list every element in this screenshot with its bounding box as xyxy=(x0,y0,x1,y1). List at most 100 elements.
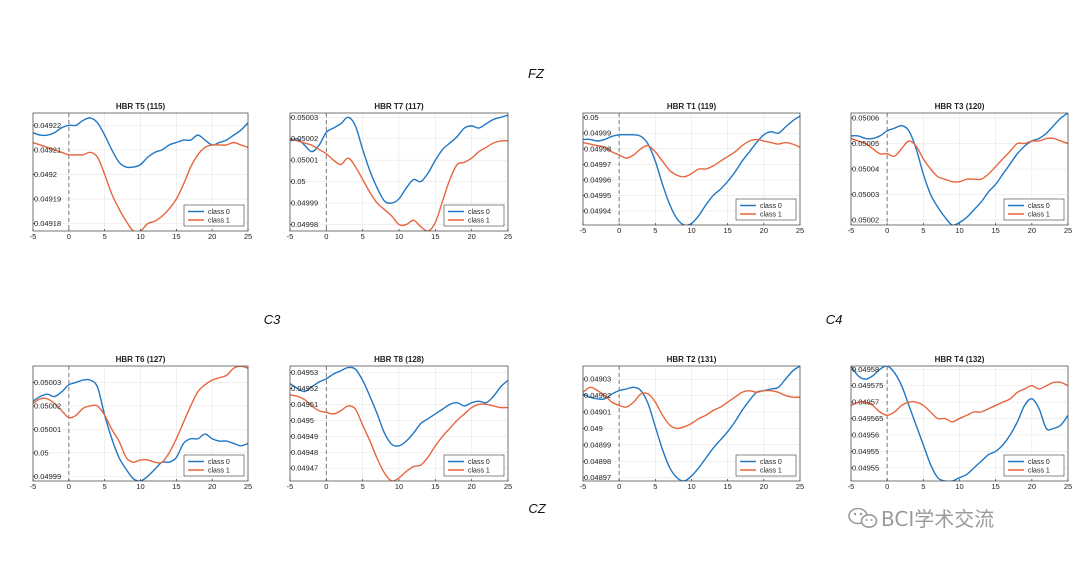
subplot-title: HBR T8 (128) xyxy=(374,355,424,364)
x-tick-label: 15 xyxy=(431,232,439,241)
legend: class 0 class 1 xyxy=(183,454,245,477)
x-tick-label: 5 xyxy=(653,226,657,235)
subplot-4: HBR T3 (120) -5 0 5 10 15 20 25 0.05002 0.05003 0.… xyxy=(848,102,1073,235)
series-line-class-1 xyxy=(33,366,248,464)
x-tick-label: 0 xyxy=(617,482,621,491)
x-tick-label: 20 xyxy=(208,482,216,491)
y-tick-label: 0.05003 xyxy=(291,113,318,122)
y-tick-label: 0.04897 xyxy=(584,473,611,482)
legend-label: class 1 xyxy=(760,468,782,475)
series-line-class-1 xyxy=(851,137,1068,183)
subplot-title: HBR T3 (120) xyxy=(935,102,985,111)
subplot-title: HBR T6 (127) xyxy=(116,355,166,364)
legend-label: class 0 xyxy=(1028,459,1050,466)
x-tick-label: 25 xyxy=(796,482,804,491)
series-line-class-1 xyxy=(851,381,1068,423)
x-tick-label: 15 xyxy=(723,226,731,235)
x-tick-label: 20 xyxy=(1028,482,1036,491)
legend-label: class 0 xyxy=(760,203,782,210)
x-tick-label: -5 xyxy=(30,232,37,241)
legend-label: class 0 xyxy=(468,209,490,216)
y-tick-label: 0.04999 xyxy=(34,472,61,481)
y-tick-label: 0.04999 xyxy=(291,199,318,208)
legend-label: class 0 xyxy=(760,459,782,466)
x-tick-label: 15 xyxy=(723,482,731,491)
x-tick-label: 20 xyxy=(1028,226,1036,235)
x-tick-label: -5 xyxy=(287,482,294,491)
y-tick-label: 0.049 xyxy=(584,424,603,433)
y-tick-label: 0.04995 xyxy=(584,191,611,200)
x-tick-label: 25 xyxy=(1064,226,1072,235)
x-tick-label: 0 xyxy=(324,482,328,491)
series-line-class-1 xyxy=(290,394,508,481)
x-tick-label: 0 xyxy=(885,482,889,491)
y-tick-label: 0.04947 xyxy=(291,464,318,473)
watermark-text: BCI学术交流 xyxy=(881,507,994,531)
subplot-2: HBR T7 (117) -5 0 5 10 15 20 25 0.04998 0.04999 0.… xyxy=(287,102,513,241)
y-tick-label: 0.04998 xyxy=(291,220,318,229)
legend-label: class 0 xyxy=(208,459,230,466)
y-tick-label: 0.04956 xyxy=(852,431,879,440)
y-tick-label: 0.04957 xyxy=(852,398,879,407)
x-tick-label: 0 xyxy=(885,226,889,235)
y-tick-label: 0.04921 xyxy=(34,145,61,154)
legend: class 0 class 1 xyxy=(735,198,797,221)
legend: class 0 class 1 xyxy=(735,454,797,477)
series-line-class-0 xyxy=(33,378,248,481)
x-tick-label: 20 xyxy=(760,482,768,491)
y-tick-label: 0.04922 xyxy=(34,121,61,130)
y-tick-label: 0.04955 xyxy=(852,447,879,456)
x-tick-label: -5 xyxy=(848,482,855,491)
subplot-grid: HBR T5 (115) -5 0 5 10 15 20 25 0.04918 0.04919 0.… xyxy=(30,102,1073,491)
region-label-fz: FZ xyxy=(528,66,545,81)
x-tick-label: 5 xyxy=(103,232,107,241)
x-tick-label: -5 xyxy=(848,226,855,235)
y-tick-label: 0.04898 xyxy=(584,457,611,466)
legend-label: class 0 xyxy=(1028,203,1050,210)
y-tick-label: 0.05004 xyxy=(852,165,879,174)
region-label-c3: C3 xyxy=(264,312,281,327)
series-line-class-0 xyxy=(290,114,508,204)
y-tick-label: 0.04953 xyxy=(291,368,318,377)
y-tick-label: 0.04899 xyxy=(584,440,611,449)
x-tick-label: 10 xyxy=(955,226,963,235)
y-tick-label: 0.04952 xyxy=(291,384,318,393)
x-tick-label: 10 xyxy=(136,482,144,491)
y-tick-label: 0.05002 xyxy=(291,134,318,143)
x-tick-label: 10 xyxy=(136,232,144,241)
y-tick-label: 0.05003 xyxy=(852,190,879,199)
x-tick-label: -5 xyxy=(287,232,294,241)
x-tick-label: 5 xyxy=(103,482,107,491)
y-tick-label: 0.04948 xyxy=(291,448,318,457)
x-tick-label: 20 xyxy=(760,226,768,235)
y-tick-label: 0.04901 xyxy=(584,408,611,417)
subplot-title: HBR T1 (119) xyxy=(667,102,717,111)
legend-label: class 1 xyxy=(1028,468,1050,475)
watermark: BCI学术交流 xyxy=(848,507,994,531)
x-tick-label: 20 xyxy=(467,482,475,491)
x-tick-label: 25 xyxy=(244,232,252,241)
legend-label: class 1 xyxy=(468,468,490,475)
y-tick-label: 0.04955 xyxy=(852,463,879,472)
legend-label: class 1 xyxy=(208,218,230,225)
x-tick-label: 10 xyxy=(395,482,403,491)
x-tick-label: 10 xyxy=(955,482,963,491)
x-tick-label: -5 xyxy=(580,226,587,235)
subplot-title: HBR T5 (115) xyxy=(116,102,166,111)
subplot-title: HBR T4 (132) xyxy=(935,355,985,364)
y-tick-label: 0.05 xyxy=(291,177,306,186)
subplot-6: HBR T8 (128) -5 0 5 10 15 20 25 0.04947 0.04948 0.… xyxy=(287,355,513,491)
series-line-class-1 xyxy=(33,141,248,231)
y-tick-label: 0.05001 xyxy=(34,425,61,434)
y-tick-label: 0.0492 xyxy=(34,170,57,179)
y-tick-label: 0.04998 xyxy=(584,144,611,153)
wechat-icon xyxy=(848,507,878,528)
y-tick-label: 0.049575 xyxy=(852,381,883,390)
subplot-5: HBR T6 (127) -5 0 5 10 15 20 25 0.04999 0.05 0.050… xyxy=(30,355,253,491)
legend-label: class 1 xyxy=(468,218,490,225)
subplot-7: HBR T2 (131) -5 0 5 10 15 20 25 0.04897 0.04898 0.… xyxy=(580,355,805,491)
y-tick-label: 0.04997 xyxy=(584,160,611,169)
x-tick-label: 5 xyxy=(361,482,365,491)
x-tick-label: -5 xyxy=(580,482,587,491)
